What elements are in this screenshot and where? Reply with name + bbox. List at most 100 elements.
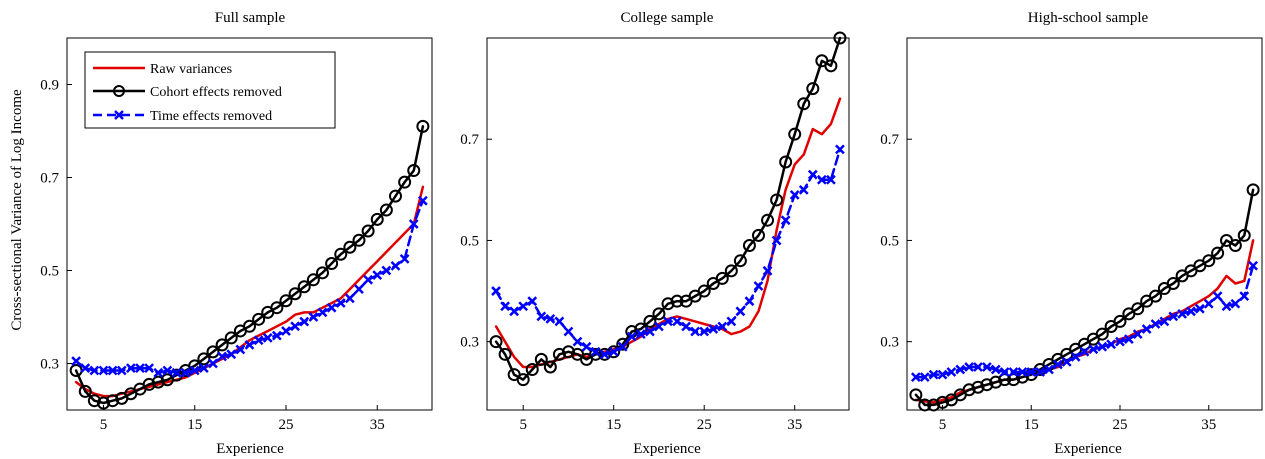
data-point-x xyxy=(626,331,637,342)
data-point-x xyxy=(835,144,845,155)
data-point-x xyxy=(372,270,383,281)
data-point-x xyxy=(1017,367,1028,377)
y-tick-label: 0.5 xyxy=(40,264,59,280)
y-tick-label: 0.9 xyxy=(40,78,59,94)
data-point-x xyxy=(717,321,728,332)
y-tick-label: 0.7 xyxy=(460,132,479,148)
data-point-x xyxy=(1008,367,1019,377)
data-point-circle xyxy=(279,294,293,308)
data-point-x xyxy=(1248,260,1259,271)
data-point-x xyxy=(1052,359,1063,370)
data-point-x xyxy=(1106,339,1117,350)
data-point-circle xyxy=(389,189,402,203)
data-point-x xyxy=(955,364,966,375)
data-point-circle xyxy=(316,266,329,280)
data-point-circle xyxy=(334,247,348,261)
data-point-circle xyxy=(343,240,357,254)
data-point-x xyxy=(1212,291,1223,302)
data-point-circle xyxy=(416,119,430,133)
data-point-x xyxy=(826,174,836,185)
data-point-x xyxy=(807,169,818,180)
data-point-x xyxy=(753,281,764,291)
y-tick-label: 0.3 xyxy=(40,357,59,373)
data-point-x xyxy=(244,340,255,350)
data-point-x xyxy=(946,367,957,377)
data-point-circle xyxy=(962,383,976,397)
data-point-circle xyxy=(1149,289,1162,303)
data-point-circle xyxy=(1237,228,1251,242)
data-point-x xyxy=(990,364,1001,375)
data-point-x xyxy=(937,369,948,380)
x-tick-label: 5 xyxy=(100,417,108,433)
legend-label: Raw variances xyxy=(150,62,232,77)
data-point-x xyxy=(89,365,100,376)
data-point-circle xyxy=(715,271,729,285)
data-point-circle xyxy=(243,319,256,333)
data-point-circle xyxy=(733,254,747,268)
panel-high-school-sample: High-school sample 5 15 25 35 0.3 0.5 0.7 Exp… xyxy=(880,10,1263,457)
plot-area xyxy=(486,37,850,411)
legend-marker-circle xyxy=(113,85,125,97)
plot-area xyxy=(66,37,433,411)
x-tick-label: 15 xyxy=(1024,417,1039,433)
data-point-circle xyxy=(197,352,211,366)
y-tick-label: 0.5 xyxy=(460,233,479,249)
data-point-circle xyxy=(936,395,949,409)
data-point-x xyxy=(162,365,173,376)
data-point-x xyxy=(973,362,983,372)
data-point-x xyxy=(726,316,737,327)
data-point-x xyxy=(253,335,264,346)
data-point-x xyxy=(98,365,109,376)
data-point-circle xyxy=(106,394,120,408)
y-tick-label: 0.3 xyxy=(880,335,899,351)
data-point-circle xyxy=(927,398,941,412)
data-point-x xyxy=(1088,344,1099,355)
data-point-circle xyxy=(206,345,220,359)
data-point-x xyxy=(590,346,601,357)
data-point-x xyxy=(816,174,827,185)
data-point-x xyxy=(189,365,200,376)
data-point-circle xyxy=(352,233,366,247)
data-point-x xyxy=(135,363,145,374)
data-point-x xyxy=(217,351,228,362)
data-point-circle xyxy=(215,338,229,352)
x-ticks: 5 15 25 35 xyxy=(519,405,802,433)
data-point-x xyxy=(798,184,809,195)
data-point-circle xyxy=(398,175,412,189)
data-point-x xyxy=(335,298,346,308)
data-point-x xyxy=(563,326,574,337)
data-point-x xyxy=(1186,306,1196,317)
legend-label: Cohort effects removed xyxy=(150,85,282,100)
data-point-x xyxy=(771,235,782,246)
data-point-circle xyxy=(998,373,1012,387)
data-point-x xyxy=(663,316,673,327)
panel-title: College sample xyxy=(621,10,714,26)
data-point-x xyxy=(308,312,319,322)
data-point-x xyxy=(554,316,565,327)
data-point-x xyxy=(1115,336,1125,347)
data-point-x xyxy=(80,363,91,374)
data-point-circle xyxy=(370,212,384,226)
data-point-x xyxy=(762,265,773,276)
data-point-x xyxy=(690,326,701,337)
data-point-circle xyxy=(142,377,156,391)
x-ticks: 5 15 25 35 xyxy=(100,405,385,433)
data-point-x xyxy=(500,301,510,312)
data-point-x xyxy=(599,349,610,360)
legend-marker-x xyxy=(114,110,124,120)
data-point-x xyxy=(608,346,619,357)
data-point-x xyxy=(363,274,374,285)
data-point-x xyxy=(399,253,410,264)
data-point-circle xyxy=(752,228,765,242)
data-point-circle xyxy=(252,312,266,326)
data-point-x xyxy=(354,284,364,294)
data-point-circle xyxy=(552,347,566,361)
series-line-raw-variances xyxy=(494,97,842,369)
y-ticks: 0.3 0.5 0.7 0.9 xyxy=(40,78,72,373)
data-point-x xyxy=(381,265,392,276)
data-point-x xyxy=(153,367,164,378)
data-point-x xyxy=(417,195,428,206)
data-point-circle xyxy=(971,380,985,394)
legend-label: Time effects removed xyxy=(150,109,272,124)
data-point-x xyxy=(1230,298,1241,309)
